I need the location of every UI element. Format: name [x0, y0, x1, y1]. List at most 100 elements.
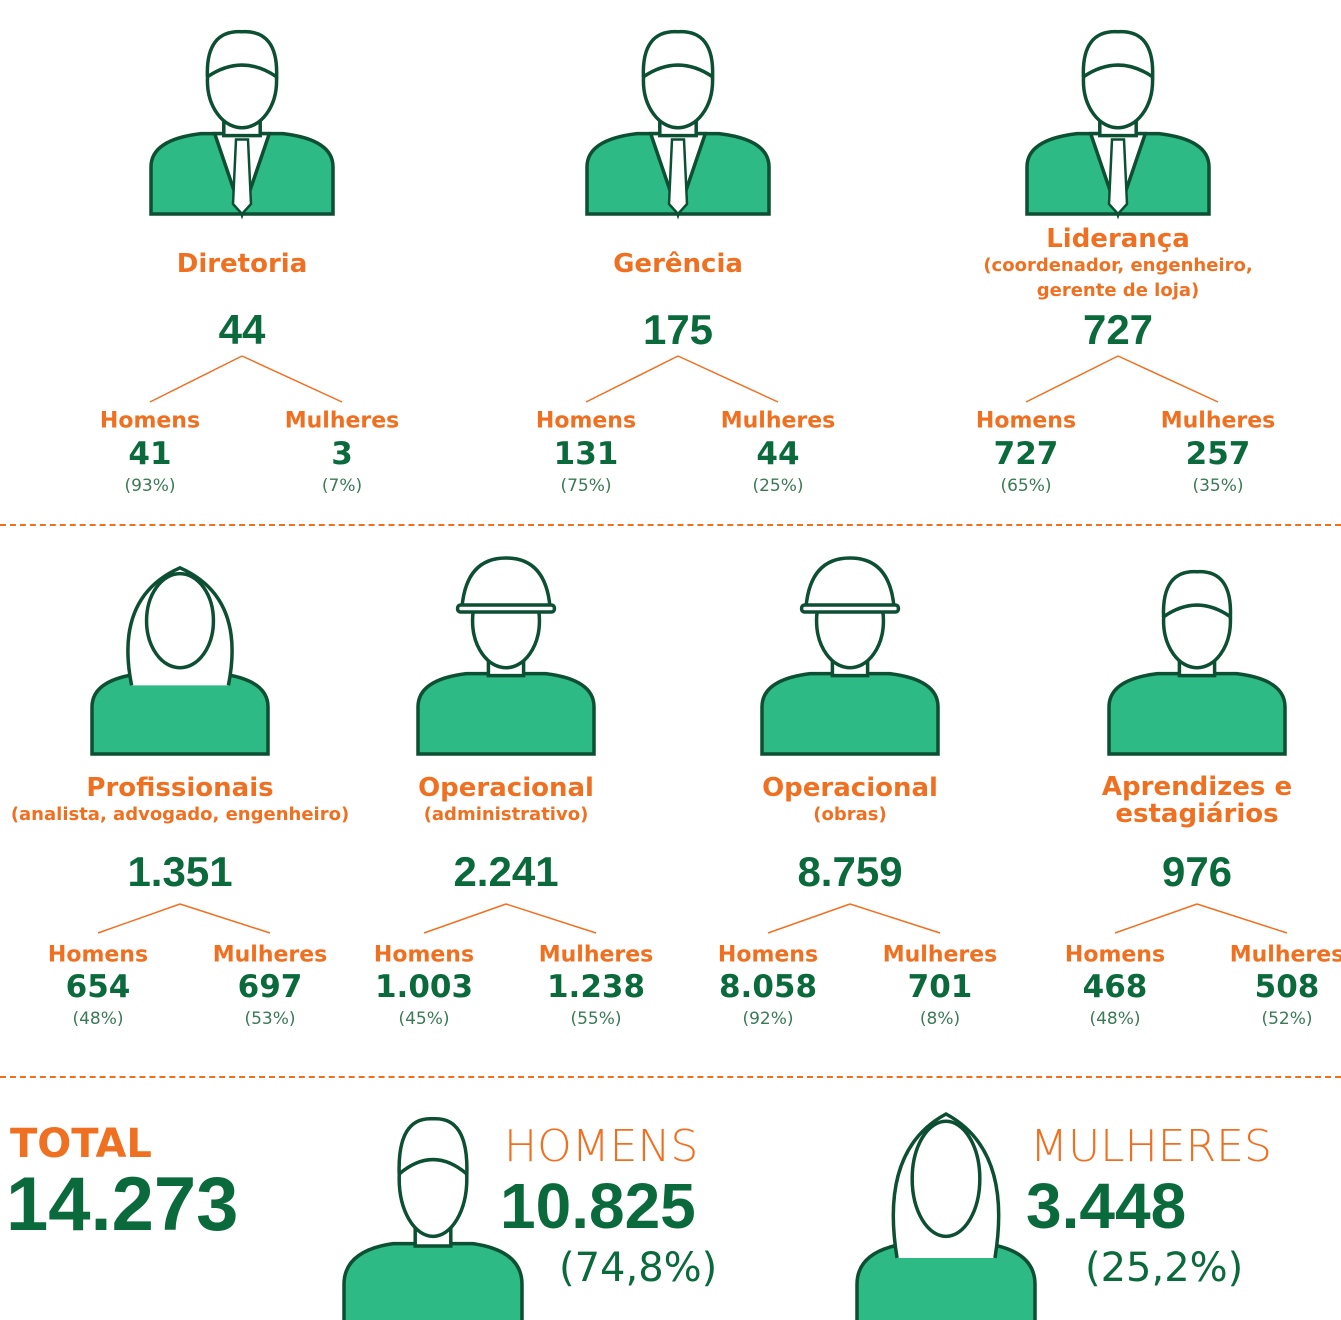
women-count: 3 [331, 436, 353, 472]
women-count: 701 [908, 969, 973, 1005]
women-label: Mulheres [1161, 409, 1276, 434]
total-label: TOTAL [10, 1122, 152, 1166]
helmet-brim [802, 605, 899, 612]
tie [669, 140, 687, 214]
group-title: Aprendizes e estagiários [1067, 774, 1327, 828]
connector [506, 904, 596, 933]
men-label: Homens [976, 409, 1076, 434]
person-icon [344, 1119, 522, 1320]
women-percent: (8%) [920, 1009, 960, 1029]
women-label: Mulheres [883, 943, 998, 968]
head [912, 1121, 980, 1236]
women-percent: (7%) [322, 476, 362, 496]
group-title: Diretoria [177, 251, 308, 278]
men-label: Homens [374, 943, 474, 968]
helmet [462, 558, 550, 607]
summary-value: 3.448 [1026, 1172, 1186, 1240]
group-header: Operacional(obras) [720, 772, 980, 830]
men-percent: (65%) [1000, 476, 1051, 496]
group-header: Liderança(coordenador, engenheiro, geren… [968, 222, 1268, 306]
head [147, 574, 214, 668]
women-count: 508 [1255, 969, 1320, 1005]
women-count: 257 [1186, 436, 1251, 472]
group-title: Gerência [613, 251, 743, 278]
men-percent: (93%) [124, 476, 175, 496]
men-count: 1.003 [375, 969, 473, 1005]
women-percent: (55%) [570, 1009, 621, 1029]
group-subtitle: (analista, advogado, engenheiro) [11, 802, 349, 827]
person-icon [1027, 32, 1209, 214]
connector [1197, 904, 1287, 933]
men-label: Homens [100, 409, 200, 434]
summary-label: MULHERES [1030, 1122, 1272, 1172]
connector [242, 356, 342, 402]
men-count: 654 [66, 969, 131, 1005]
group-title: Operacional [418, 775, 594, 802]
men-percent: (45%) [398, 1009, 449, 1029]
men-count: 468 [1083, 969, 1148, 1005]
women-label: Mulheres [539, 943, 654, 968]
infographic: (() => { const data = JSON.parse(documen… [0, 0, 1341, 1320]
group-header: Gerência [528, 222, 828, 306]
divider [0, 524, 1341, 526]
women-count: 44 [756, 436, 799, 472]
total-value: 14.273 [6, 1165, 238, 1245]
women-percent: (53%) [244, 1009, 295, 1029]
connector [850, 904, 940, 933]
group-header: Profissionais(analista, advogado, engenh… [10, 772, 350, 830]
men-label: Homens [536, 409, 636, 434]
person-icon [762, 558, 938, 754]
men-label: Homens [48, 943, 148, 968]
person-icon [1109, 572, 1285, 754]
torso [1109, 674, 1285, 754]
women-label: Mulheres [1230, 943, 1341, 968]
group-title: Liderança [1046, 226, 1190, 253]
group-title: Profissionais [86, 775, 273, 802]
group-total: 44 [219, 306, 266, 354]
women-percent: (35%) [1192, 476, 1243, 496]
connector [150, 356, 242, 402]
summary-value: 10.825 [500, 1172, 696, 1240]
torso [762, 674, 938, 754]
women-count: 697 [238, 969, 303, 1005]
group-header: Diretoria [92, 222, 392, 306]
connector [180, 904, 270, 933]
men-label: Homens [718, 943, 818, 968]
torso [418, 674, 594, 754]
summary-percent: (74,8%) [559, 1245, 717, 1291]
helmet-brim [458, 605, 555, 612]
men-percent: (48%) [1089, 1009, 1140, 1029]
torso [344, 1244, 522, 1320]
tie [233, 140, 251, 214]
connector [678, 356, 778, 402]
connector [424, 904, 506, 933]
summary-label: HOMENS [504, 1122, 698, 1172]
men-count: 727 [994, 436, 1059, 472]
women-percent: (52%) [1261, 1009, 1312, 1029]
women-label: Mulheres [285, 409, 400, 434]
person-icon [857, 1114, 1035, 1320]
group-total: 175 [643, 306, 713, 354]
connector [1118, 356, 1218, 402]
connector [768, 904, 850, 933]
women-label: Mulheres [213, 943, 328, 968]
group-header: Aprendizes e estagiários [1067, 772, 1327, 830]
men-count: 41 [128, 436, 171, 472]
men-percent: (75%) [560, 476, 611, 496]
divider [0, 1076, 1341, 1078]
group-total: 8.759 [797, 848, 902, 896]
men-percent: (92%) [742, 1009, 793, 1029]
women-count: 1.238 [547, 969, 645, 1005]
person-icon [151, 32, 333, 214]
connector [1026, 356, 1118, 402]
men-label: Homens [1065, 943, 1165, 968]
connector [1115, 904, 1197, 933]
group-total: 1.351 [127, 848, 232, 896]
summary-percent: (25,2%) [1085, 1245, 1243, 1291]
person-icon [587, 32, 769, 214]
men-count: 131 [554, 436, 619, 472]
men-count: 8.058 [719, 969, 817, 1005]
group-subtitle: (administrativo) [424, 802, 589, 827]
connector [98, 904, 180, 933]
connector [586, 356, 678, 402]
